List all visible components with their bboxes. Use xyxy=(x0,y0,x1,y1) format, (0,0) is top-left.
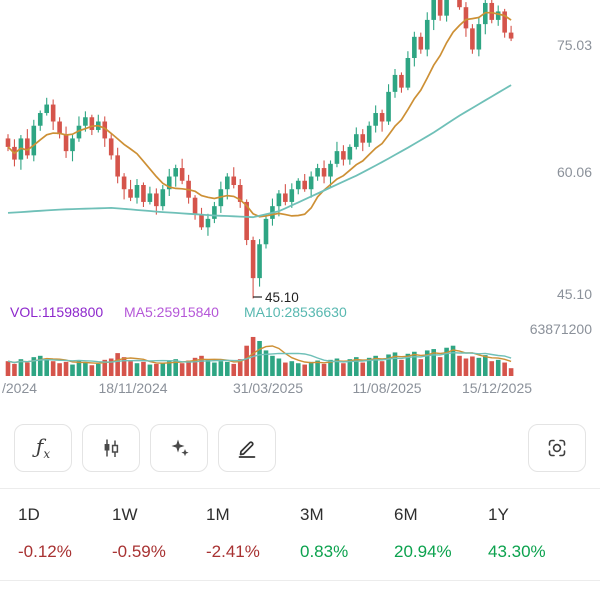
candlestick-icon xyxy=(104,439,119,457)
period-change-6m: 20.94% xyxy=(394,542,452,561)
candlestick-chart[interactable]: 45.10 75.03 60.06 45.10 VOL:11598800 MA5… xyxy=(0,0,600,400)
x-axis-label-3: 11/08/2025 xyxy=(352,380,421,396)
volume-axis-max-label: 63871200 xyxy=(530,321,593,337)
fullscreen-scan-button[interactable] xyxy=(528,424,586,472)
y-axis-label-top: 75.03 xyxy=(557,37,592,53)
period-values-row: -0.12% -0.59% -2.41% 0.83% 20.94% 43.30% xyxy=(0,542,600,562)
period-label-6m: 6M xyxy=(394,505,418,524)
volume-ma10-label: MA10:28536630 xyxy=(244,304,347,320)
fx-icon: ƒx xyxy=(35,434,51,461)
magic-tools-button[interactable] xyxy=(150,424,208,472)
chart-toolbar: ƒx xyxy=(0,424,600,472)
pencil-icon xyxy=(238,441,256,458)
period-change-3m: 0.83% xyxy=(300,542,349,561)
stock-chart-area[interactable]: 45.10 75.03 60.06 45.10 VOL:11598800 MA5… xyxy=(0,0,600,400)
y-axis-label-mid: 60.06 xyxy=(557,164,592,180)
period-label-1w: 1W xyxy=(112,505,138,524)
period-label-3m: 3M xyxy=(300,505,324,524)
draw-button[interactable] xyxy=(218,424,276,472)
period-label-1m: 1M xyxy=(206,505,230,524)
volume-value-label: VOL:11598800 xyxy=(10,304,103,320)
price-layer xyxy=(5,0,514,299)
x-axis-label-1: 18/11/2024 xyxy=(98,380,167,396)
x-axis-label-2: 31/03/2025 xyxy=(233,380,303,396)
volume-layer xyxy=(5,336,514,376)
period-label-1y: 1Y xyxy=(488,505,509,524)
sparkles-icon xyxy=(171,439,189,457)
low-annotation-label: 45.10 xyxy=(265,290,299,305)
period-labels-row: 1D 1W 1M 3M 6M 1Y xyxy=(0,505,600,525)
x-axis-label-0: /2024 xyxy=(2,380,37,396)
chart-style-button[interactable] xyxy=(82,424,140,472)
x-axis-label-4: 15/12/2025 xyxy=(462,380,532,396)
volume-ma5-label: MA5:25915840 xyxy=(124,304,219,320)
period-label-1d: 1D xyxy=(18,505,40,524)
scan-icon xyxy=(548,439,566,457)
period-change-1y: 43.30% xyxy=(488,542,546,561)
period-change-1d: -0.12% xyxy=(18,542,72,561)
y-axis-label-low: 45.10 xyxy=(557,286,592,302)
period-change-1m: -2.41% xyxy=(206,542,260,561)
performance-table: 1D 1W 1M 3M 6M 1Y -0.12% -0.59% -2.41% 0… xyxy=(0,488,600,581)
indicator-formula-button[interactable]: ƒx xyxy=(14,424,72,472)
period-change-1w: -0.59% xyxy=(112,542,166,561)
